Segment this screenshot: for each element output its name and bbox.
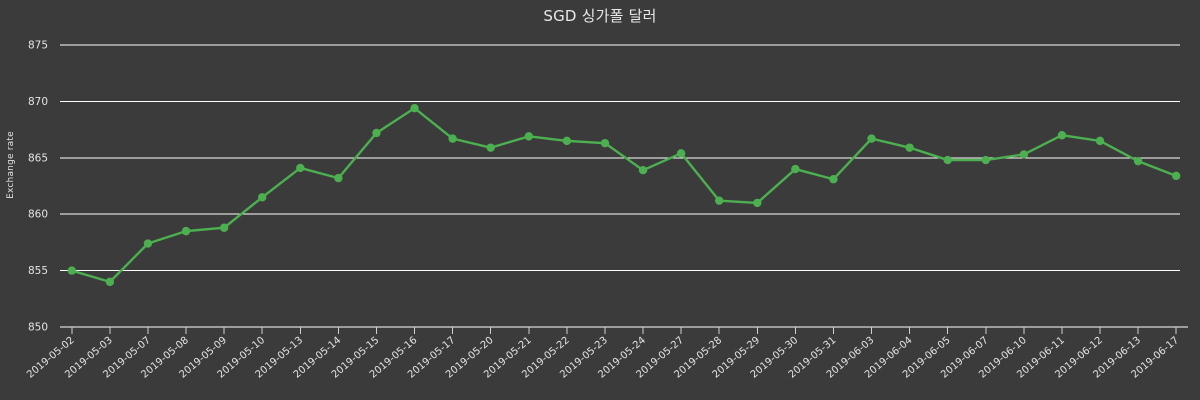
data-point	[753, 198, 762, 208]
data-point	[67, 266, 77, 275]
data-point	[676, 149, 686, 158]
data-point	[181, 226, 191, 236]
data-point	[829, 175, 838, 184]
data-point	[1133, 156, 1143, 166]
data-point	[1057, 131, 1067, 140]
data-point	[562, 136, 572, 146]
data-point	[258, 193, 267, 202]
y-tick-label-855: 855	[28, 265, 48, 277]
data-point	[105, 277, 115, 287]
gridlines-group	[60, 44, 1188, 328]
x-axis-ticks-group: 2019-05-022019-05-032019-05-072019-05-08…	[25, 327, 1181, 381]
y-tick-label-875: 875	[28, 40, 48, 52]
data-point	[334, 173, 343, 183]
series-markers-group	[67, 103, 1181, 287]
data-point	[981, 155, 990, 165]
y-tick-label-865: 865	[28, 152, 48, 164]
data-point	[715, 196, 724, 205]
data-point	[791, 164, 800, 174]
y-tick-label-850: 850	[28, 322, 48, 334]
series-line-group	[70, 106, 1178, 284]
series-path	[70, 106, 1178, 284]
data-point	[905, 143, 914, 152]
y-tick-label-870: 870	[28, 96, 48, 108]
y-tick-label-860: 860	[28, 209, 48, 221]
data-point	[600, 138, 610, 148]
data-point	[943, 155, 952, 165]
data-point	[486, 143, 495, 152]
data-point	[410, 103, 419, 113]
data-point	[524, 132, 533, 141]
data-point	[143, 239, 153, 248]
data-point	[448, 134, 457, 143]
data-point	[296, 163, 305, 173]
data-point	[1095, 136, 1105, 146]
y-axis-ticks-group: 850 855 860 865 870 875	[28, 40, 48, 334]
data-point	[372, 128, 381, 138]
data-point	[219, 223, 229, 232]
data-point	[1171, 171, 1181, 181]
data-point	[638, 166, 648, 175]
data-point	[867, 134, 876, 143]
data-point	[1019, 150, 1029, 159]
chart-title: SGD 싱가폴 달러	[543, 7, 657, 25]
